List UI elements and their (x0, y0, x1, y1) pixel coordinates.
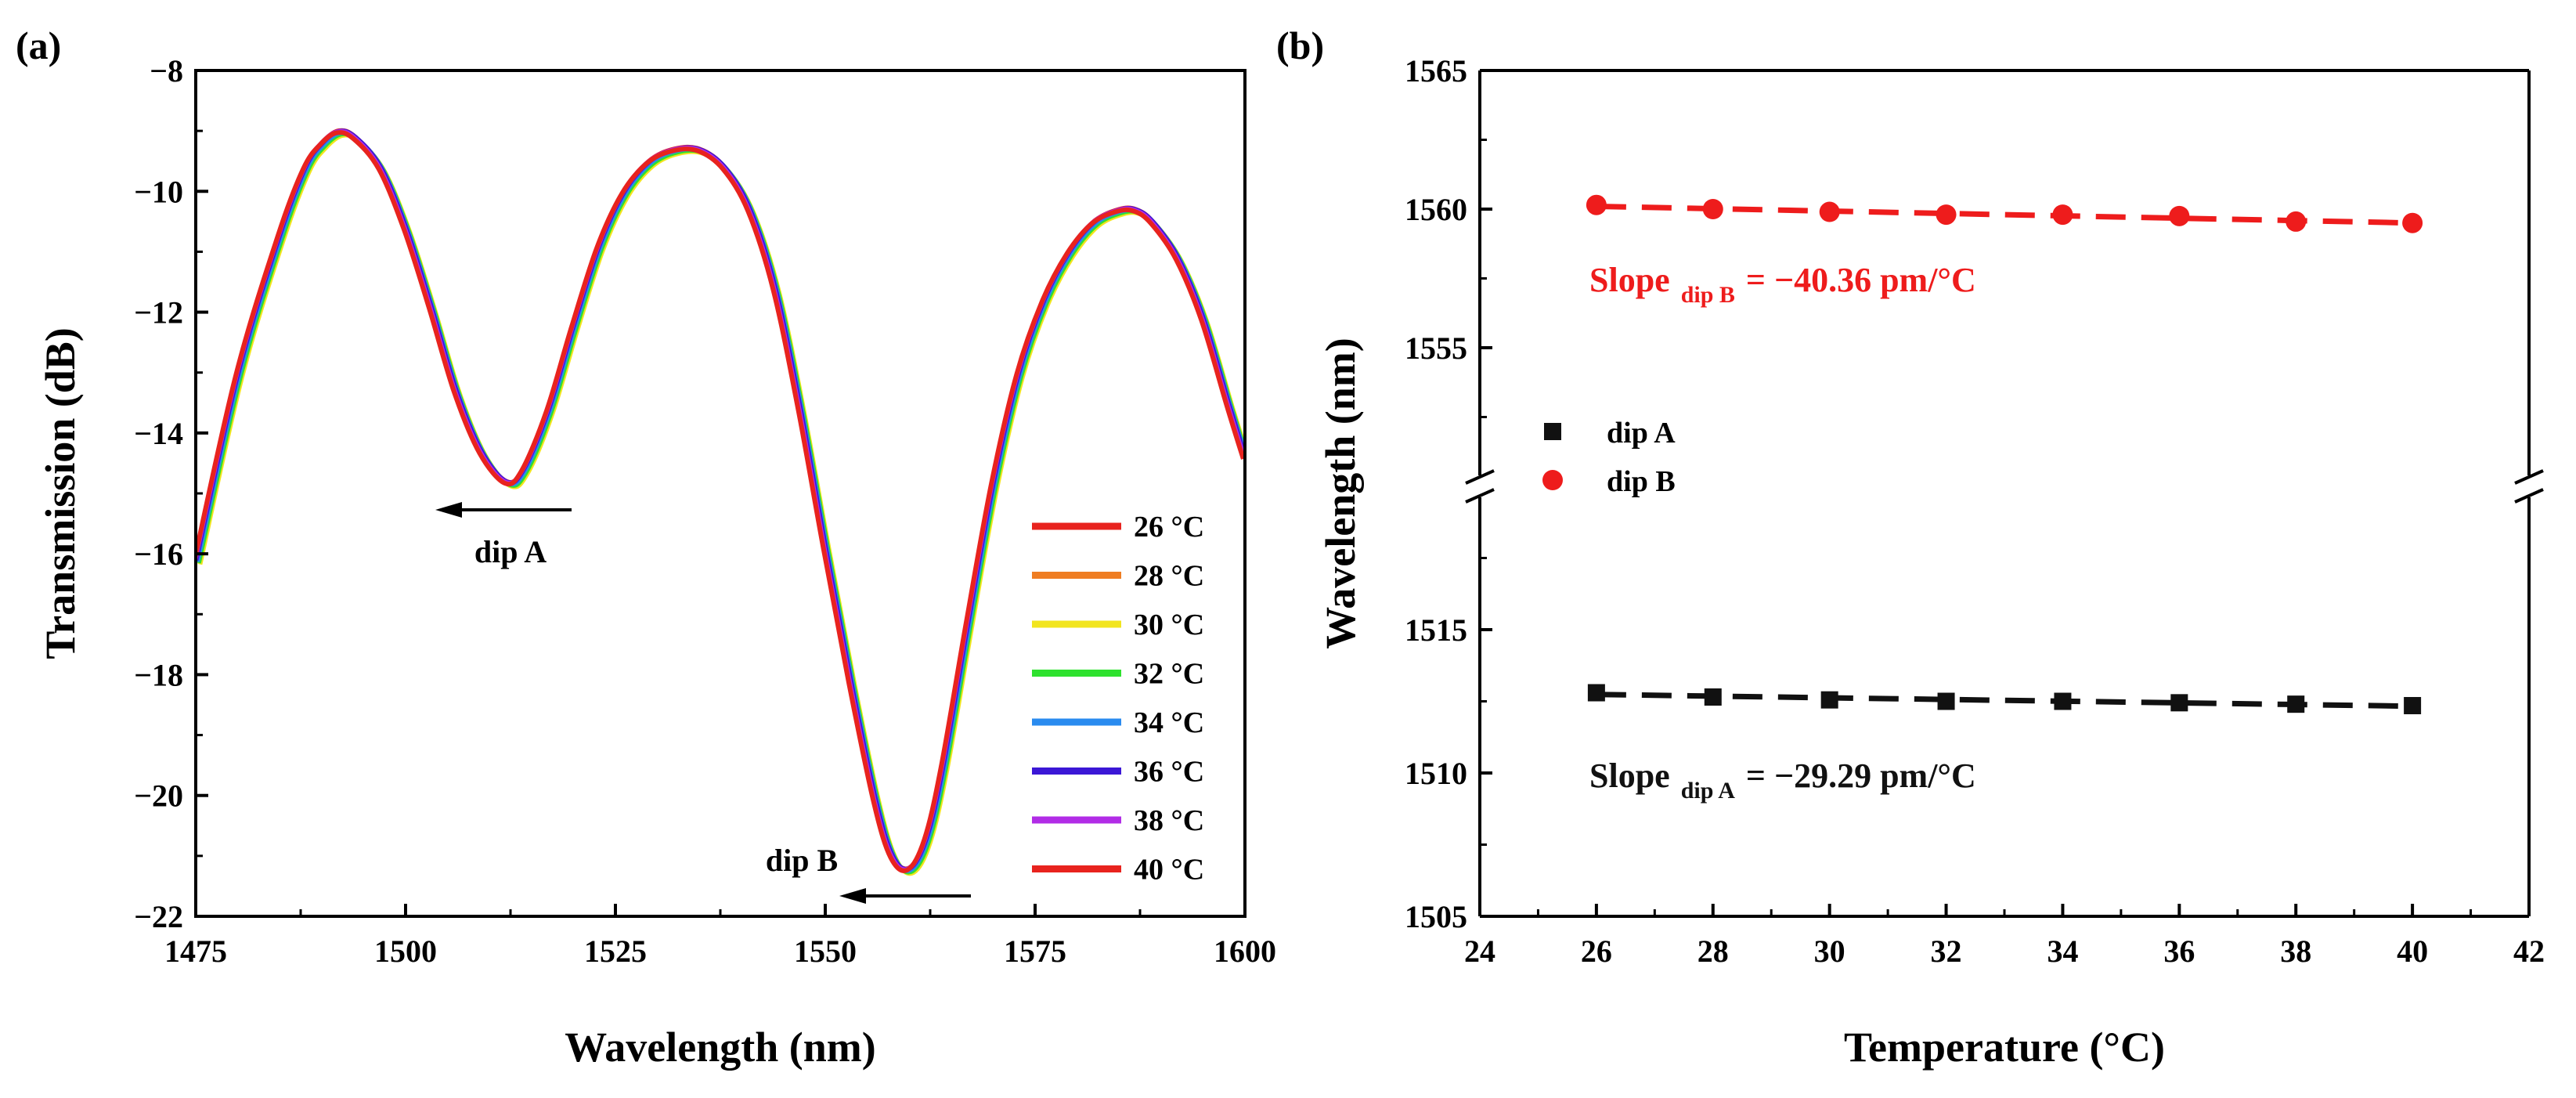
y-tick-label: −20 (134, 778, 183, 814)
axis-break-mark (1465, 469, 1495, 485)
data-point-dip-B (1702, 199, 1723, 219)
y-tick-label: 1560 (1405, 192, 1467, 227)
panel-b-x-axis-title: Temperature (°C) (1844, 1024, 2165, 1071)
data-point-dip-A (2170, 694, 2188, 712)
legend-label: dip A (1607, 417, 1676, 450)
legend-label: 38 °C (1134, 804, 1204, 837)
x-tick-label: 32 (1931, 934, 1962, 969)
legend-label: 28 °C (1134, 560, 1204, 593)
spectrum-line-30c (197, 132, 1245, 876)
panel-a-label: (a) (16, 23, 61, 67)
legend-label: 36 °C (1134, 756, 1204, 789)
x-tick-label: 34 (2047, 934, 2078, 969)
y-tick-label: −16 (134, 536, 183, 572)
x-tick-label: 30 (1814, 934, 1845, 969)
legend-label: 34 °C (1134, 706, 1204, 739)
dip-b-annotation: dip B (766, 843, 971, 904)
y-tick-label: −10 (134, 174, 183, 209)
panel-a-y-axis-title: Transmission (dB) (37, 327, 84, 659)
legend-marker (1544, 423, 1561, 440)
axis-break-mark (2514, 488, 2544, 504)
data-point-dip-A (2404, 696, 2422, 714)
legend-label: 26 °C (1134, 511, 1204, 544)
panel-b-x-ticks: 24 26 28 30 32 34 36 38 40 42 (1464, 904, 2545, 969)
legend-label: dip B (1607, 465, 1676, 498)
panel-b-legend: dip A dip B (1542, 417, 1676, 498)
legend-label: 40 °C (1134, 854, 1204, 887)
panel-b-plot: 24 26 28 30 32 34 36 38 40 42 1555 1560 1565 1505 151… (1405, 53, 2545, 969)
data-point-dip-B (2169, 205, 2190, 226)
panel-a-x-ticks: 1475 1500 1525 1550 1575 1600 (164, 904, 1276, 969)
x-tick-label: 1575 (1004, 934, 1066, 969)
data-point-dip-A (1704, 688, 1722, 706)
spectrum-line-38c (196, 128, 1245, 872)
y-tick-label: −22 (134, 899, 183, 934)
legend-label: 30 °C (1134, 609, 1204, 641)
x-tick-label: 1550 (794, 934, 857, 969)
panel-a-legend: 26 °C 28 °C 30 °C 32 °C 34 °C 36 °C 38 °C 40 °C (1032, 511, 1204, 887)
x-tick-label: 1500 (374, 934, 437, 969)
data-point-dip-B (2402, 212, 2423, 233)
panel-b-label: (b) (1276, 23, 1324, 67)
y-tick-label: 1510 (1405, 756, 1467, 791)
data-point-dip-A (1937, 692, 1955, 710)
x-tick-label: 24 (1464, 934, 1495, 969)
legend-marker (1542, 470, 1563, 490)
x-tick-label: 40 (2397, 934, 2428, 969)
x-tick-label: 36 (2163, 934, 2195, 969)
data-point-dip-B (1586, 194, 1607, 215)
panel-a-plot: 1475 1500 1525 1550 1575 1600 −22 −20 −18 −16 −14… (134, 53, 1276, 969)
spectrum-line-34c (196, 130, 1245, 873)
y-tick-label: 1515 (1405, 612, 1467, 648)
data-point-dip-B (1819, 201, 1840, 222)
data-point-dip-A (2054, 692, 2072, 710)
x-tick-label: 28 (1697, 934, 1729, 969)
slope-dip-a-label: Slope dip A = −29.29 pm/°C (1589, 757, 1976, 804)
spectrum-line-32c (196, 131, 1245, 875)
axis-break-mark (2514, 469, 2544, 485)
y-tick-label: 1505 (1405, 899, 1467, 934)
panel-a-frame (194, 69, 1247, 918)
y-tick-label: −12 (134, 295, 183, 330)
data-point-dip-A (2287, 695, 2305, 713)
y-tick-label: −14 (134, 416, 183, 451)
y-tick-label: 1565 (1405, 53, 1467, 88)
spectrum-line-26c (196, 128, 1245, 872)
dip-b-label: dip B (766, 843, 838, 878)
x-tick-label: 1525 (584, 934, 647, 969)
spectrum-line-28c (196, 130, 1245, 874)
x-tick-label: 1600 (1214, 934, 1276, 969)
dip-a-annotation: dip A (435, 502, 572, 569)
y-tick-label: −8 (150, 53, 183, 88)
legend-label: 32 °C (1134, 658, 1204, 691)
panel-a-x-axis-title: Wavelength (nm) (565, 1024, 876, 1071)
data-point-dip-B (2286, 211, 2307, 232)
x-tick-label: 38 (2280, 934, 2311, 969)
data-point-dip-A (1587, 684, 1605, 702)
y-tick-label: −18 (134, 657, 183, 692)
x-tick-label: 1475 (164, 934, 227, 969)
axis-break-mark (1465, 488, 1495, 504)
panel-a-y-ticks: −22 −20 −18 −16 −14 −12 −10 −8 (134, 53, 208, 934)
data-point-dip-A (1820, 691, 1838, 709)
x-tick-label: 26 (1581, 934, 1612, 969)
panel-b-y-axis-title: Wavelength (nm) (1317, 338, 1364, 649)
data-point-dip-B (2052, 204, 2073, 226)
slope-dip-b-label: Slope dip B = −40.36 pm/°C (1589, 261, 1976, 308)
panel-b-y-ticks: 1555 1560 1565 1505 1510 1515 (1405, 53, 1492, 934)
spectrum-line-40c (196, 130, 1245, 873)
data-point-dip-B (1936, 204, 1957, 226)
dip-a-label: dip A (474, 534, 547, 569)
x-tick-label: 42 (2513, 934, 2545, 969)
y-tick-label: 1555 (1405, 330, 1467, 366)
panel-a-curves (196, 128, 1245, 876)
spectrum-line-36c (196, 128, 1245, 872)
